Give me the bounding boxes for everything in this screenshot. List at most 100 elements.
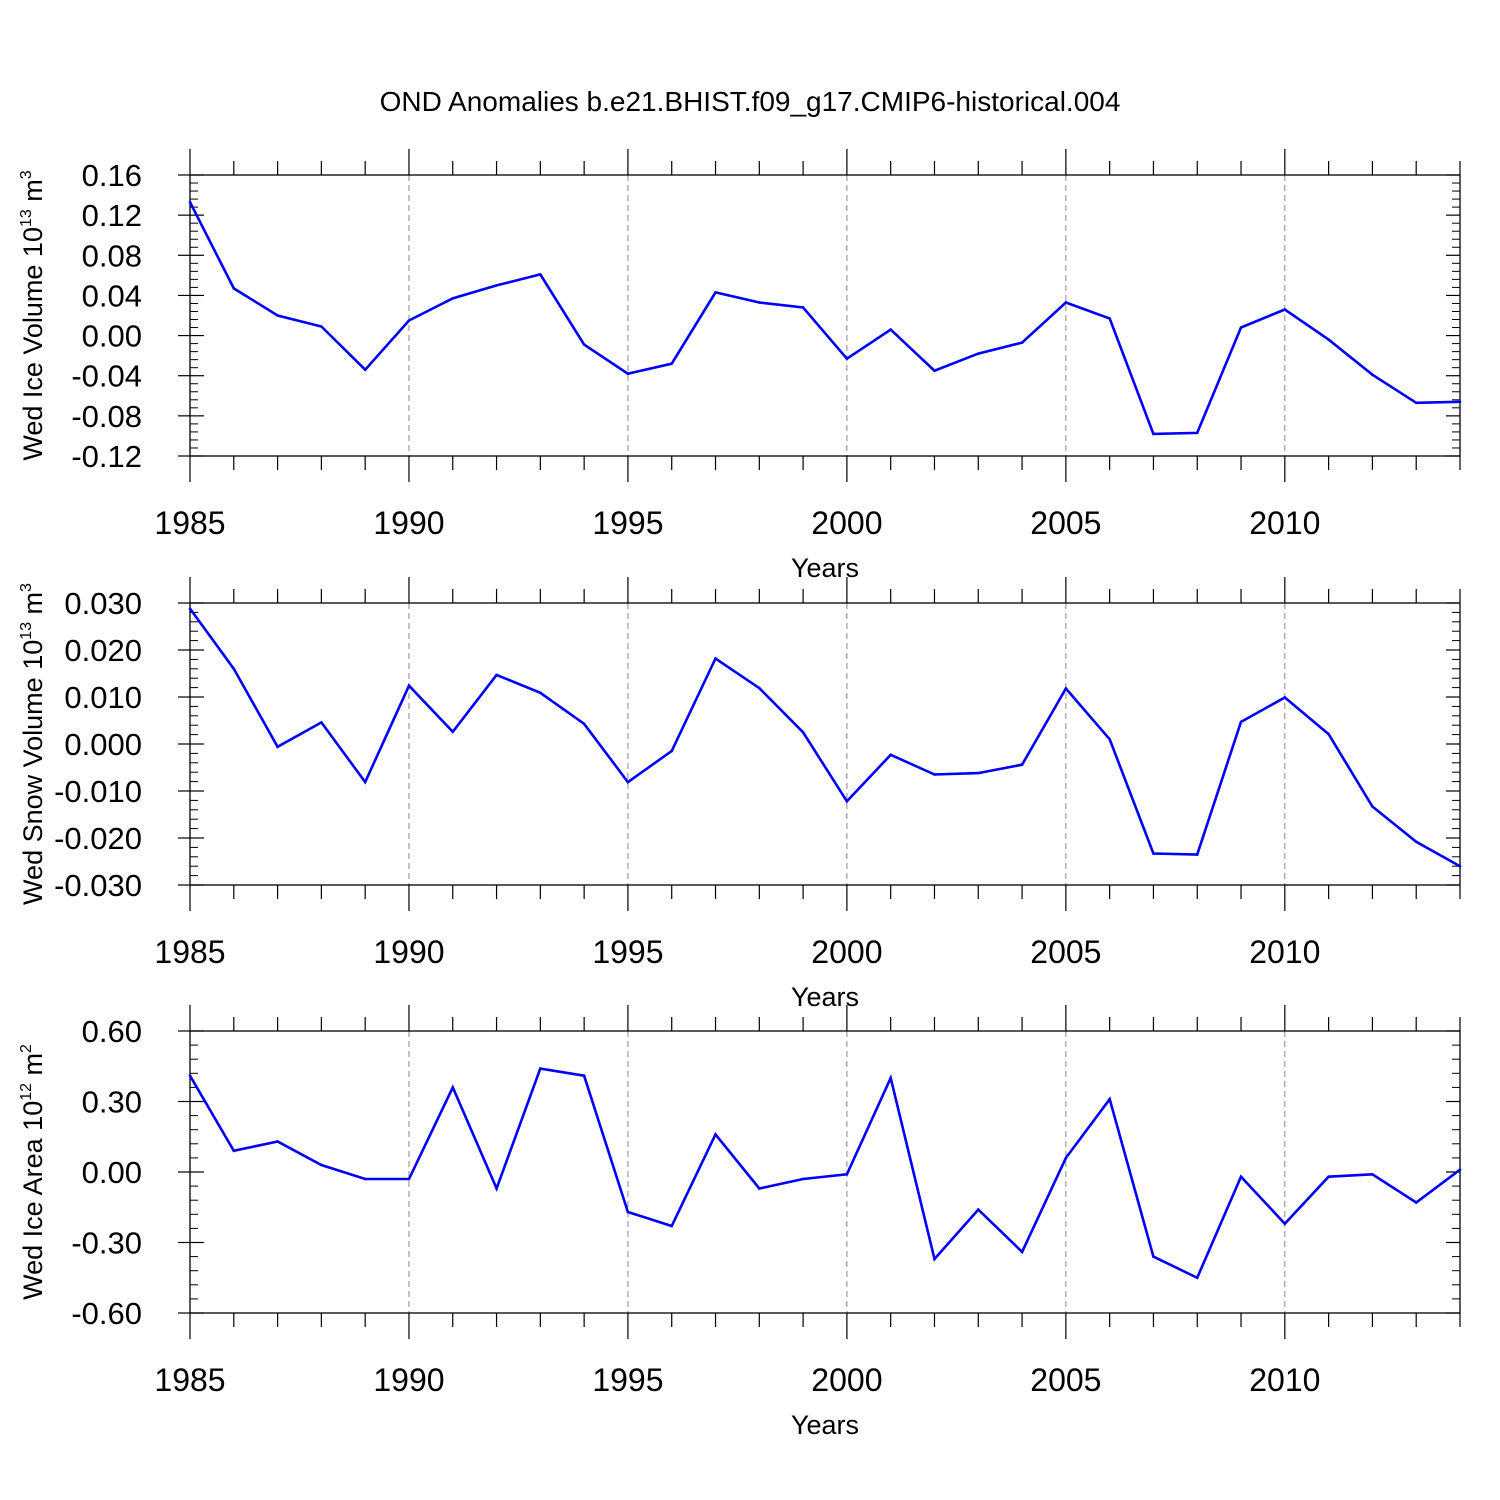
data-point bbox=[670, 749, 674, 753]
data-point bbox=[188, 200, 192, 204]
data-point bbox=[188, 1074, 192, 1077]
data-point bbox=[670, 362, 674, 365]
y-tick-label: -0.010 bbox=[54, 774, 142, 809]
data-point bbox=[714, 291, 717, 294]
data-point bbox=[758, 686, 761, 690]
plot-frame bbox=[189, 602, 1461, 886]
data-point bbox=[845, 357, 849, 360]
data-point bbox=[539, 691, 542, 695]
data-point bbox=[582, 1074, 586, 1077]
x-tick-label: 2005 bbox=[1030, 1362, 1101, 1398]
y-axis-label: Wed Ice Volume 1013 m3 bbox=[18, 170, 48, 460]
data-point bbox=[495, 284, 498, 287]
x-tick-label: 2010 bbox=[1249, 505, 1320, 541]
data-point bbox=[1064, 1156, 1068, 1160]
data-point bbox=[1371, 373, 1374, 377]
data-point bbox=[1108, 317, 1111, 320]
x-tick-label: 1990 bbox=[373, 934, 444, 970]
data-point bbox=[407, 1177, 411, 1181]
data-point bbox=[1327, 1175, 1330, 1178]
data-point bbox=[845, 800, 849, 803]
data-point bbox=[933, 369, 936, 372]
data-point bbox=[1152, 432, 1155, 436]
series-line bbox=[188, 201, 1461, 436]
y-tick-label: 0.020 bbox=[64, 633, 142, 668]
plot-frame bbox=[189, 174, 1461, 457]
data-point bbox=[1239, 720, 1243, 724]
data-point bbox=[407, 684, 411, 688]
y-axis-label: Wed Ice Area 1012 m2 bbox=[18, 1044, 48, 1300]
data-point bbox=[1020, 763, 1024, 766]
data-point bbox=[1020, 341, 1024, 344]
data-point bbox=[582, 722, 586, 726]
data-point bbox=[1195, 431, 1199, 435]
data-point bbox=[232, 1149, 236, 1153]
data-point bbox=[276, 745, 279, 749]
data-point bbox=[407, 319, 411, 322]
data-point bbox=[1064, 687, 1068, 690]
data-point bbox=[188, 607, 192, 610]
data-point bbox=[1414, 840, 1418, 844]
x-tick-label: 1990 bbox=[373, 505, 444, 541]
series-line bbox=[188, 607, 1461, 868]
data-point bbox=[976, 771, 980, 775]
data-point bbox=[801, 730, 805, 734]
data-point bbox=[801, 306, 805, 309]
panel-1: -0.12 -0.08 -0.04 0.00 0.04 0.08 0.12 0.16 1985 1… bbox=[18, 149, 1462, 583]
x-axis-label: Years bbox=[791, 1410, 859, 1440]
data-point bbox=[1458, 864, 1462, 868]
series-line bbox=[188, 1067, 1461, 1280]
data-point bbox=[758, 301, 761, 304]
y-tick-label: 0.30 bbox=[82, 1085, 142, 1120]
data-point bbox=[582, 343, 586, 346]
data-point bbox=[1020, 1250, 1024, 1254]
panel-3: -0.60 -0.30 0.00 0.30 0.60 1985 1990 1995 2000 20… bbox=[18, 1005, 1462, 1440]
x-axis-label: Years bbox=[791, 982, 859, 1012]
data-point bbox=[1239, 1175, 1243, 1178]
x-tick-label: 1995 bbox=[592, 1362, 663, 1398]
y-tick-label: -0.04 bbox=[71, 359, 142, 394]
data-point bbox=[1371, 1173, 1374, 1176]
data-point bbox=[801, 1177, 805, 1181]
data-point bbox=[1108, 1097, 1111, 1101]
data-point bbox=[451, 1086, 455, 1089]
data-point bbox=[320, 1163, 323, 1167]
data-point bbox=[1283, 696, 1287, 699]
data-point bbox=[1152, 852, 1155, 855]
data-point bbox=[976, 1208, 980, 1211]
x-tick-label: 1995 bbox=[592, 934, 663, 970]
data-point bbox=[451, 730, 455, 734]
x-axis-label: Years bbox=[791, 553, 859, 583]
x-tick-label: 1985 bbox=[154, 934, 225, 970]
data-point bbox=[758, 1187, 761, 1190]
plot-frame bbox=[189, 1030, 1461, 1314]
data-point bbox=[320, 721, 323, 724]
data-point bbox=[363, 780, 367, 784]
data-point bbox=[451, 297, 455, 300]
x-tick-label: 2005 bbox=[1030, 505, 1101, 541]
data-point bbox=[1283, 308, 1287, 311]
y-axis-label: Wed Snow Volume 1013 m3 bbox=[18, 583, 48, 905]
y-tick-label: 0.16 bbox=[82, 158, 142, 193]
data-point bbox=[1239, 326, 1243, 329]
data-point bbox=[889, 1076, 892, 1080]
panel-2: -0.030 -0.020 -0.010 0.000 0.010 0.020 0.030 19… bbox=[18, 577, 1462, 1012]
data-point bbox=[933, 1257, 936, 1261]
data-point bbox=[232, 287, 236, 290]
data-point bbox=[1414, 1201, 1418, 1204]
y-tick-label: 0.010 bbox=[64, 680, 142, 715]
data-point bbox=[714, 1133, 717, 1136]
data-point bbox=[1108, 738, 1111, 741]
data-point bbox=[539, 273, 542, 276]
data-point bbox=[363, 1177, 367, 1181]
y-tick-label: -0.12 bbox=[71, 439, 142, 474]
x-tick-label: 2000 bbox=[811, 934, 882, 970]
data-point bbox=[276, 314, 279, 317]
data-point bbox=[626, 372, 630, 376]
y-tick-label: -0.030 bbox=[54, 868, 142, 903]
data-point bbox=[1064, 301, 1068, 304]
data-point bbox=[1458, 1168, 1462, 1171]
y-tick-label: 0.000 bbox=[64, 727, 142, 762]
data-point bbox=[363, 368, 367, 371]
